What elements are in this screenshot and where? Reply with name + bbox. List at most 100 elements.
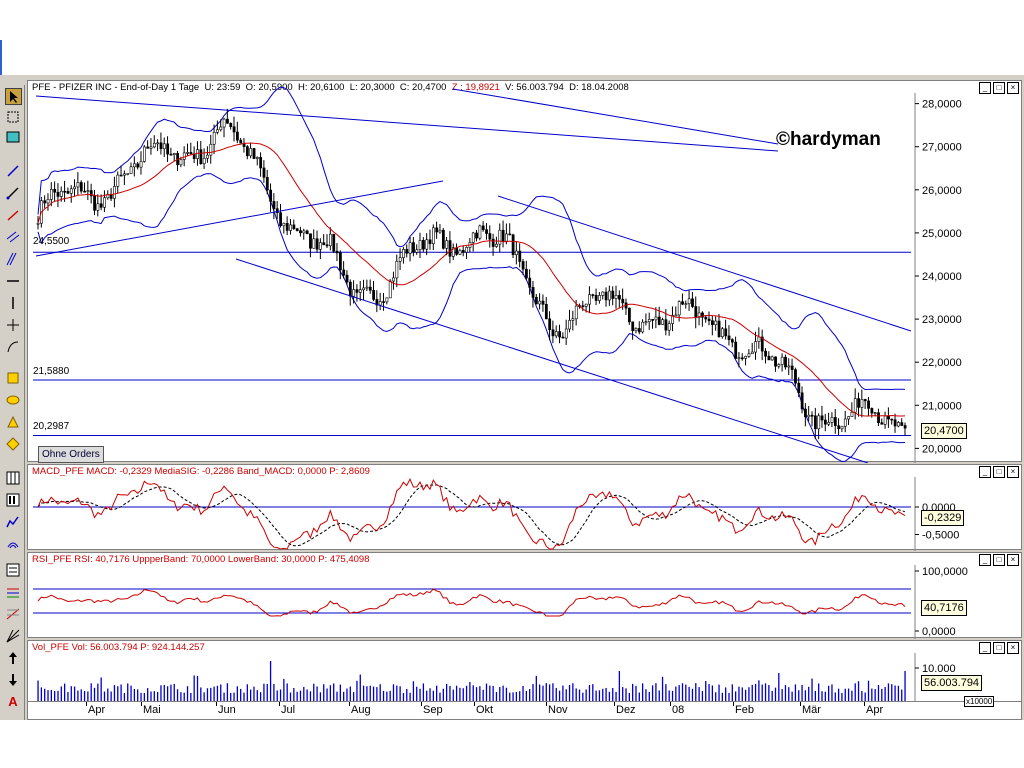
volume-bar: [781, 689, 783, 701]
candle-body: [777, 364, 781, 367]
ellipse-shape-icon[interactable]: [5, 392, 21, 408]
maximize-button[interactable]: □: [993, 466, 1005, 478]
volume-bar: [901, 689, 903, 701]
line-tool-icon[interactable]: [5, 163, 21, 179]
rectangle-select-icon[interactable]: [5, 129, 21, 145]
month-tick: [800, 702, 801, 706]
open-value: O: 20,5900: [245, 82, 293, 93]
candle-body: [521, 261, 525, 270]
close-button[interactable]: ×: [1007, 82, 1019, 94]
close-button[interactable]: ×: [1007, 554, 1019, 566]
macd-panel[interactable]: MACD_PFE MACD: -0,2329 MediaSIG: -0,2286…: [27, 464, 1022, 551]
maximize-button[interactable]: □: [993, 642, 1005, 654]
volume-bar: [230, 692, 232, 701]
candle-body: [249, 148, 253, 157]
volume-bar: [449, 685, 451, 701]
volume-bar: [492, 685, 494, 701]
arrow-up-icon[interactable]: [5, 650, 21, 666]
volume-bar: [37, 680, 39, 701]
arrow-down-icon[interactable]: [5, 672, 21, 688]
volume-bar: [495, 692, 498, 701]
candle-body: [671, 315, 674, 324]
volume-bar: [137, 689, 139, 701]
panel-layout-icon[interactable]: [5, 470, 21, 486]
volume-bar: [259, 692, 262, 701]
diamond-shape-icon[interactable]: [5, 436, 21, 452]
price-panel[interactable]: PFE - PFIZER INC - End-of-Day 1 Tage U: …: [27, 80, 1022, 463]
minimize-button[interactable]: _: [979, 642, 991, 654]
cursor-tool-icon[interactable]: [5, 88, 22, 105]
volume-bar: [877, 685, 880, 701]
candle-body: [129, 166, 133, 174]
volume-bar: [857, 681, 860, 701]
grid-icon[interactable]: [5, 584, 21, 600]
volume-bar: [665, 684, 667, 701]
rsi-tick-label: 0,0000: [922, 626, 956, 638]
macd-signal-line: [37, 484, 906, 547]
macd-window-buttons: _ □ ×: [979, 466, 1019, 478]
rsi-panel[interactable]: RSI_PFE RSI: 40,7176 UppperBand: 70,0000…: [27, 552, 1022, 639]
close-button[interactable]: ×: [1007, 642, 1019, 654]
volume-bar: [479, 686, 481, 701]
volume-bar: [572, 683, 574, 701]
volume-chart-svg: 10.000: [37, 653, 956, 703]
volume-bar: [147, 688, 149, 701]
triangle-shape-icon[interactable]: [5, 414, 21, 430]
volume-bar: [578, 689, 581, 701]
candle-body: [172, 153, 176, 155]
minimize-button[interactable]: _: [979, 466, 991, 478]
fibonacci-icon[interactable]: [5, 606, 21, 622]
arc-tool-icon[interactable]: [5, 339, 21, 355]
vol-current-value: 56.003.794: [921, 675, 983, 691]
volume-bar: [223, 692, 225, 701]
volume-bar: [226, 683, 229, 701]
minimize-button[interactable]: _: [979, 82, 991, 94]
gann-fan-icon[interactable]: [5, 628, 21, 644]
close-button[interactable]: ×: [1007, 466, 1019, 478]
candle-body: [827, 422, 831, 425]
minimize-button[interactable]: _: [979, 554, 991, 566]
volume-bar: [655, 683, 657, 701]
volume-bar: [734, 691, 737, 701]
candle-body: [780, 356, 784, 365]
maximize-button[interactable]: □: [993, 554, 1005, 566]
trendline-tool-icon[interactable]: [5, 185, 21, 201]
trend-line: [35, 95, 779, 152]
channel-tool-icon[interactable]: [5, 229, 21, 245]
upper-band: [37, 86, 906, 391]
candle-body: [511, 234, 515, 256]
square-shape-icon[interactable]: [5, 370, 21, 386]
volume-panel[interactable]: Vol_PFE Vol: 56.003.794 P: 924.144.257 _…: [27, 640, 1022, 703]
candle-body: [405, 249, 409, 254]
maximize-button[interactable]: □: [993, 82, 1005, 94]
volume-bar: [286, 683, 288, 701]
volume-bar: [851, 690, 853, 701]
signal-icon[interactable]: [5, 536, 21, 552]
text-tool-icon[interactable]: A: [8, 693, 18, 709]
candle-body: [754, 341, 758, 353]
candle-body: [435, 227, 439, 233]
chart-style-icon[interactable]: [5, 514, 21, 530]
lower-band: [37, 173, 906, 463]
volume-bar: [582, 692, 584, 701]
volume-bar: [864, 692, 866, 701]
crosshair-icon[interactable]: [5, 317, 21, 333]
vertical-line-icon[interactable]: [5, 295, 21, 311]
candle-body: [355, 289, 359, 293]
horizontal-line-icon[interactable]: [5, 273, 21, 289]
list-icon[interactable]: [5, 562, 21, 578]
select-tool-icon[interactable]: [5, 109, 21, 125]
candle-body: [525, 268, 528, 279]
ray-tool-icon[interactable]: [5, 207, 21, 223]
parallel-lines-icon[interactable]: [5, 251, 21, 267]
candle-body: [322, 242, 326, 246]
volume-bar: [811, 678, 813, 701]
volume-bar: [535, 675, 537, 701]
volume-bar: [63, 683, 66, 701]
bars-layout-icon[interactable]: [5, 492, 21, 508]
volume-bar: [50, 689, 52, 701]
ohne-orders-button[interactable]: Ohne Orders: [38, 446, 104, 463]
date-value: D: 18.04.2008: [569, 82, 629, 93]
time-axis[interactable]: Apr Mai Jun Jul Aug Sep Okt Nov Dez 08 Feb Mär Apr: [27, 701, 1022, 720]
candle-body: [451, 247, 455, 257]
